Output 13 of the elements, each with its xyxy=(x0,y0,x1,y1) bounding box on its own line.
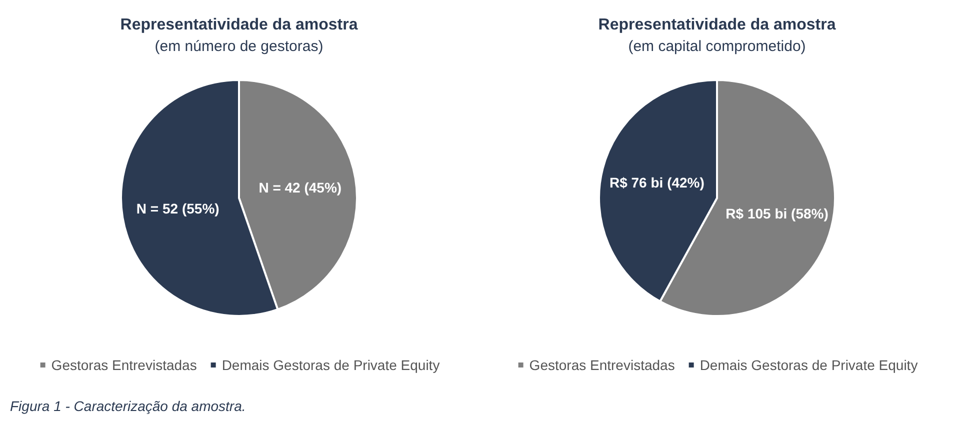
chart-subtitle: (em capital comprometido) xyxy=(628,38,806,55)
chart-title: Representatividade da amostra xyxy=(598,16,836,34)
data-label: R$ 105 bi (58%) xyxy=(726,205,828,222)
text: Figura 1 - Caracterização da amostra. xyxy=(10,398,246,414)
chart-subtitle: (em número de gestoras) xyxy=(154,38,324,55)
data-label: N = 52 (55%) xyxy=(136,200,220,216)
chart-title: Representatividade da amostra xyxy=(120,16,358,34)
data-label: R$ 76 bi (42%) xyxy=(609,174,704,191)
legend-label: Demais Gestoras de Private Equity xyxy=(700,357,918,373)
legend-label: Demais Gestoras de Private Equity xyxy=(222,357,440,373)
data-label: N = 42 (45%) xyxy=(258,180,342,196)
legend-label: Gestoras Entrevistadas xyxy=(51,357,197,373)
legend-label: Gestoras Entrevistadas xyxy=(529,357,675,373)
